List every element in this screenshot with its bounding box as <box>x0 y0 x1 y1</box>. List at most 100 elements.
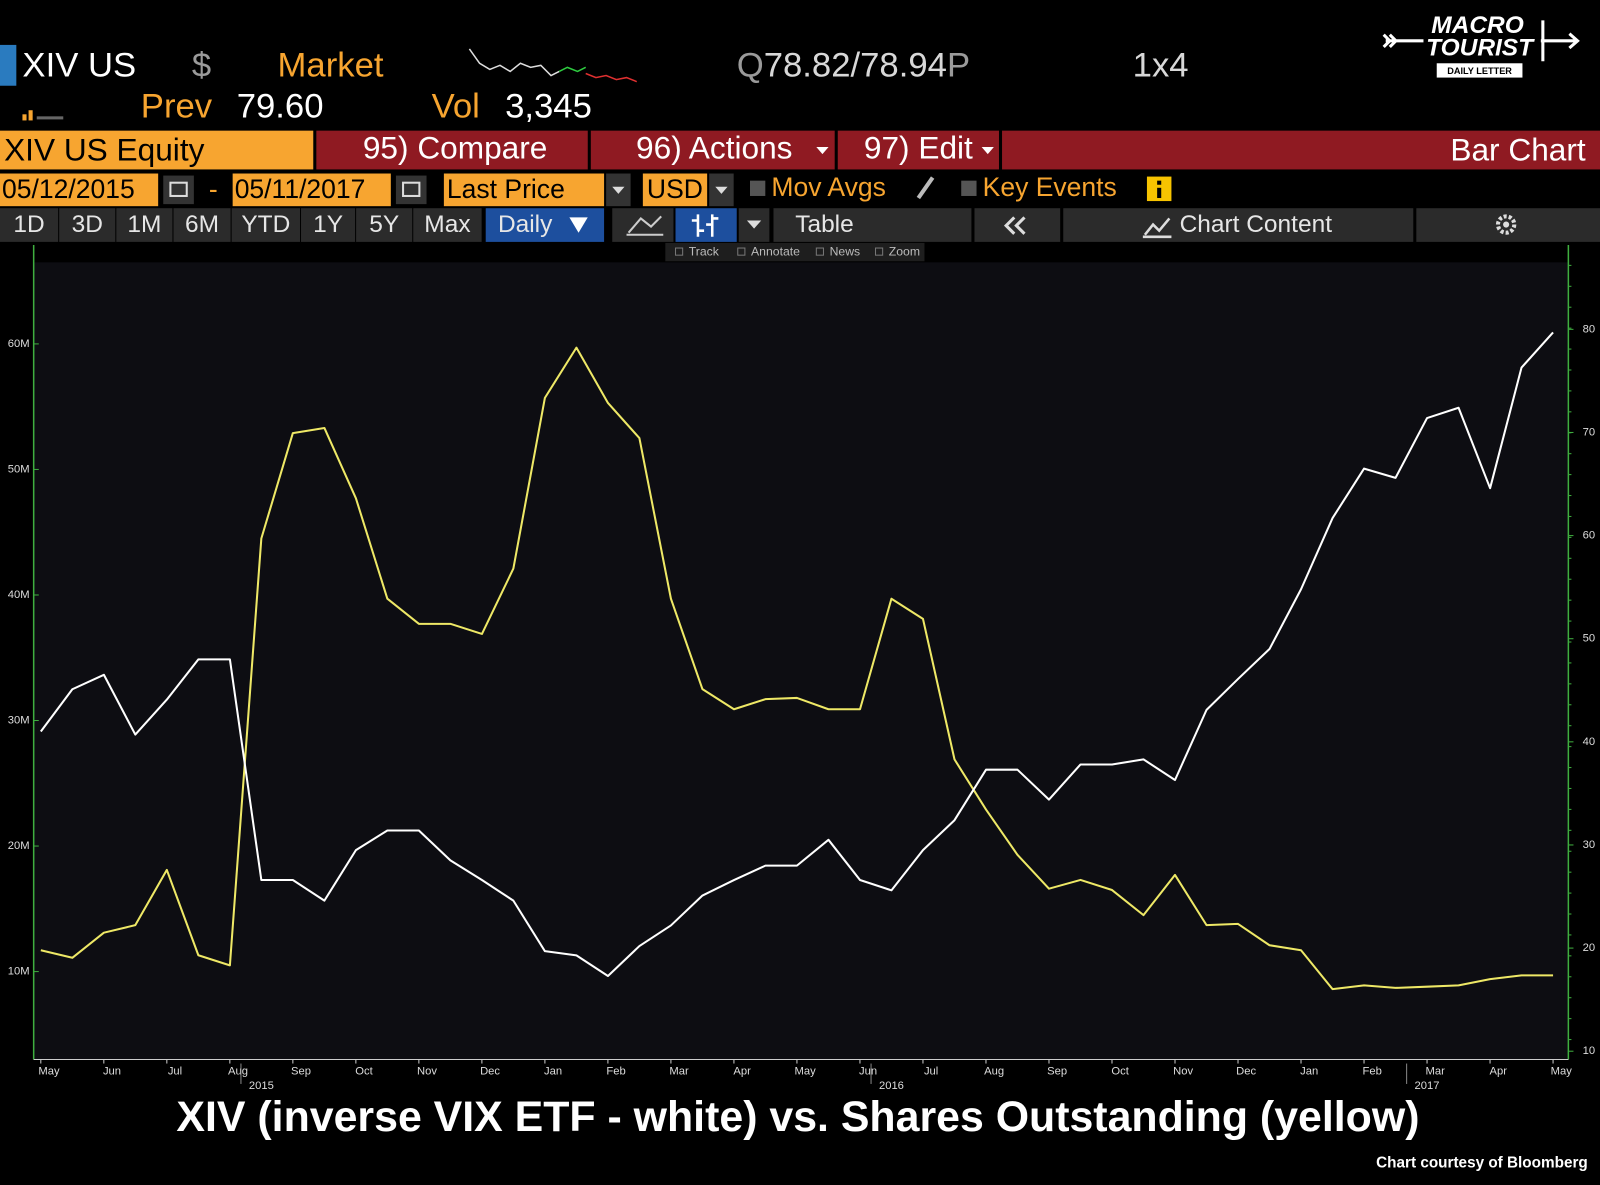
dropdown-arrow <box>981 146 994 155</box>
x-tick-label: Mar <box>1426 1066 1446 1078</box>
series-line <box>40 346 1554 991</box>
y2-tick-label: 20 <box>1583 942 1595 954</box>
vol-label: Vol <box>432 87 480 125</box>
quote-value: 78.82/78.94 <box>764 47 947 85</box>
end-date: 05/11/2017 <box>235 174 366 204</box>
end-date-field[interactable] <box>232 173 391 207</box>
year-label: 2016 <box>879 1080 904 1092</box>
currency-select[interactable] <box>642 173 708 207</box>
dropdown-arrow <box>816 146 829 155</box>
bar-icon <box>691 214 719 237</box>
chart-content: Chart Content <box>1180 211 1333 238</box>
tab-button[interactable] <box>173 208 231 242</box>
tab-label: Max <box>424 211 470 238</box>
logo-arrow <box>1540 20 1580 62</box>
mov-avgs-checkbox[interactable] <box>750 180 766 196</box>
actions-button[interactable] <box>590 130 835 170</box>
view: Bar Chart <box>1450 131 1586 167</box>
tab-label: 6M <box>185 211 219 238</box>
tab-button[interactable] <box>231 208 300 242</box>
x-tick-label: Jun <box>103 1066 121 1078</box>
calendar-icon <box>169 181 188 197</box>
prev-label: Prev <box>141 87 213 125</box>
tab-label: 3D <box>72 211 103 238</box>
y2-tick-label: 50 <box>1583 633 1595 645</box>
plot-area <box>33 262 1569 1060</box>
x-tick-label: Sep <box>1047 1066 1067 1078</box>
currency: $ <box>192 47 211 85</box>
dropdown-arrow <box>569 217 588 233</box>
status-marker <box>0 44 17 86</box>
x-tick-label: Jan <box>544 1066 562 1078</box>
size: 1x4 <box>1133 47 1189 85</box>
field-select[interactable] <box>443 173 605 207</box>
view-bar <box>1002 130 1600 170</box>
x-tick-label: Feb <box>1363 1066 1382 1078</box>
x-tick-label: May <box>1551 1066 1573 1078</box>
chart-content-icon <box>1142 217 1172 239</box>
key-events-checkbox[interactable] <box>961 180 977 196</box>
tab-button[interactable] <box>0 208 59 242</box>
compare: 95) Compare <box>363 129 548 165</box>
y-tick-label: 10M <box>8 966 30 978</box>
x-tick-label: Jan <box>1300 1066 1318 1078</box>
prev: 79.60 <box>237 87 324 125</box>
info-icon <box>1157 180 1162 185</box>
tab-button[interactable] <box>59 208 116 242</box>
info-icon <box>1157 187 1162 199</box>
tab-button[interactable] <box>301 208 356 242</box>
field: Last Price <box>447 174 565 204</box>
x-tick-label: Mar <box>669 1066 689 1078</box>
tab-label: 5Y <box>369 211 399 238</box>
settings-icon <box>1495 214 1517 235</box>
y2-tick-label: 40 <box>1583 736 1595 748</box>
y2-tick-label: 60 <box>1583 530 1595 542</box>
logo-tagline: DAILY LETTER <box>1447 66 1512 76</box>
tool-label: Track <box>689 244 720 258</box>
pencil-icon[interactable] <box>916 176 935 200</box>
logo-line2: TOURIST <box>1426 34 1535 61</box>
security-box[interactable] <box>0 130 314 170</box>
logo-line1: MACRO <box>1431 12 1523 39</box>
table-button[interactable] <box>773 208 972 242</box>
x-tick-label: May <box>38 1066 60 1078</box>
chart-content-button[interactable] <box>1063 208 1414 242</box>
tab-button[interactable] <box>116 208 173 242</box>
y-tick-label: 30M <box>8 714 30 726</box>
y-tick-label: 60M <box>8 338 30 350</box>
tab-label: 1Y <box>313 211 343 238</box>
volume-icon <box>22 114 27 121</box>
x-tick-label: Oct <box>1111 1066 1129 1078</box>
dropdown-arrow <box>715 186 728 194</box>
y2-tick-label: 10 <box>1583 1045 1595 1057</box>
key-events: Key Events <box>983 172 1117 202</box>
edit-button[interactable] <box>837 130 999 170</box>
tool-icon <box>875 247 884 256</box>
x-tick-label: Feb <box>606 1066 625 1078</box>
x-tick-label: Apr <box>1489 1066 1507 1078</box>
calendar-button[interactable] <box>163 175 194 205</box>
tool-list: Track Annotate News Zoom <box>675 244 920 258</box>
mov-avgs: Mov Avgs <box>771 172 885 202</box>
quote: Q78.82/78.94P <box>737 47 970 85</box>
dropdown-arrow <box>746 220 762 229</box>
dropdown-arrow <box>612 186 625 194</box>
line-chart-button[interactable] <box>612 208 674 242</box>
tab-button[interactable] <box>413 208 482 242</box>
calendar-icon <box>402 181 421 197</box>
sparkline <box>468 48 560 77</box>
x-tick-label: Oct <box>355 1066 373 1078</box>
calendar-button[interactable] <box>395 175 427 205</box>
tab-bar: 1D 3D 1M 6M YTD 1Y 5Y Max <box>0 208 482 242</box>
x-tick-label: Jul <box>168 1066 182 1078</box>
period-button[interactable] <box>485 208 605 242</box>
tab-label: 1D <box>13 211 44 238</box>
table: Table <box>795 211 854 238</box>
compare-button[interactable] <box>316 130 588 170</box>
volume-icon <box>28 110 33 121</box>
tab-button[interactable] <box>356 208 413 242</box>
start-date-field[interactable] <box>0 173 159 207</box>
year-label: 2015 <box>249 1080 274 1092</box>
tool-label: Annotate <box>751 244 800 258</box>
